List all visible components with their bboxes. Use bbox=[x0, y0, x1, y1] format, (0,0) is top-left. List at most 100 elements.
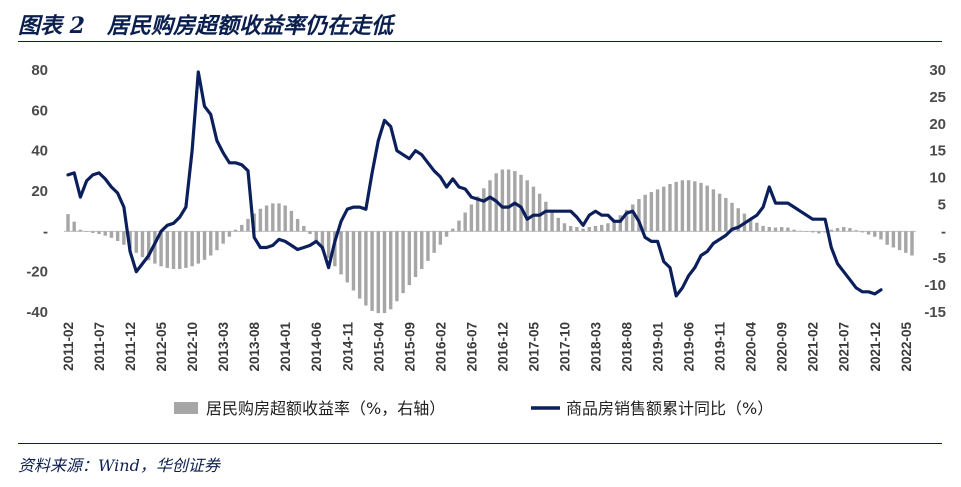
x-axis-tick: 2017-05 bbox=[526, 322, 541, 372]
bar-mark bbox=[320, 231, 325, 251]
bar-mark bbox=[699, 182, 703, 232]
bar-mark bbox=[525, 180, 529, 232]
bar-mark bbox=[779, 227, 784, 232]
bar-mark bbox=[612, 220, 616, 232]
bar-mark bbox=[395, 231, 399, 302]
bar-mark bbox=[544, 201, 548, 232]
x-axis-tick: 2014-06 bbox=[309, 322, 324, 372]
line-series bbox=[66, 70, 883, 298]
bar-mark bbox=[109, 231, 114, 238]
bar-mark bbox=[221, 231, 225, 244]
bar-mark bbox=[668, 184, 672, 232]
bar-mark bbox=[531, 186, 536, 232]
left-axis-tick: -40 bbox=[26, 304, 48, 321]
bar-mark bbox=[271, 203, 275, 232]
bar-mark bbox=[283, 205, 287, 232]
bar-mark bbox=[693, 181, 697, 232]
chart-title: 图表 2 居民购房超额收益率仍在走低 bbox=[18, 13, 393, 39]
bar-mark bbox=[258, 208, 263, 232]
bar-mark bbox=[140, 231, 145, 258]
bar-mark bbox=[761, 225, 765, 232]
bar-mark bbox=[122, 231, 126, 245]
bar-mark bbox=[810, 231, 815, 233]
bar-mark bbox=[475, 196, 480, 232]
bar-mark bbox=[339, 231, 343, 275]
bar-mark bbox=[333, 231, 337, 267]
x-axis-tick: 2014-01 bbox=[278, 322, 293, 372]
bar-mark bbox=[184, 231, 188, 268]
bar-mark bbox=[103, 231, 107, 236]
legend-bar-label: 居民购房超额收益率（%，右轴） bbox=[206, 399, 445, 418]
bar-mark bbox=[209, 231, 213, 256]
bar-mark bbox=[643, 194, 647, 232]
bar-mark bbox=[227, 231, 232, 237]
x-axis-tick: 2011-02 bbox=[61, 322, 76, 371]
bar-mark bbox=[860, 231, 865, 233]
bar-mark bbox=[370, 231, 374, 311]
bar-mark bbox=[314, 231, 318, 243]
bar-mark bbox=[357, 231, 362, 299]
bar-mark bbox=[308, 231, 312, 235]
bar-mark bbox=[798, 230, 803, 232]
right-axis-tick: 25 bbox=[929, 89, 946, 106]
bar-mark bbox=[407, 231, 412, 286]
bar-mark bbox=[680, 180, 685, 232]
bar-mark bbox=[717, 193, 722, 232]
bar-mark bbox=[302, 225, 306, 232]
left-axis-tick: -20 bbox=[26, 264, 48, 281]
bar-mark bbox=[823, 231, 827, 233]
x-axis-tick: 2016-07 bbox=[464, 322, 479, 372]
bar-mark bbox=[438, 231, 443, 245]
bar-mark bbox=[767, 227, 771, 232]
bar-mark bbox=[91, 231, 95, 233]
bar-mark bbox=[599, 224, 604, 232]
bar-mark bbox=[426, 231, 430, 261]
right-axis-tick: 20 bbox=[929, 116, 946, 133]
bar-mark bbox=[277, 203, 281, 232]
bar-mark bbox=[451, 228, 455, 232]
bar-mark bbox=[618, 215, 623, 232]
bar-mark bbox=[649, 192, 654, 232]
bar-mark bbox=[873, 231, 877, 237]
bar-mark bbox=[662, 186, 666, 232]
left-axis-tick: - bbox=[43, 223, 48, 240]
x-axis-tick: 2019-11 bbox=[713, 322, 728, 371]
bar-mark bbox=[171, 231, 176, 269]
bar-mark bbox=[587, 227, 592, 232]
x-axis-tick: 2018-08 bbox=[620, 322, 635, 372]
legend-bar-swatch bbox=[174, 402, 198, 414]
bar-mark bbox=[519, 174, 523, 232]
x-axis-tick: 2013-03 bbox=[216, 322, 231, 372]
bar-mark bbox=[376, 231, 381, 314]
bar-mark bbox=[897, 231, 902, 251]
bar-mark bbox=[674, 181, 678, 232]
bar-mark bbox=[84, 231, 89, 232]
bar-mark bbox=[159, 231, 163, 267]
bar-mark bbox=[904, 231, 908, 253]
bar-mark bbox=[351, 231, 356, 291]
bar-mark bbox=[866, 231, 871, 235]
x-axis-tick: 2019-01 bbox=[651, 322, 666, 372]
bar-mark bbox=[345, 231, 349, 283]
x-axis-tick: 2020-04 bbox=[744, 322, 759, 372]
x-axis-tick: 2017-10 bbox=[557, 322, 572, 372]
bar-mark bbox=[488, 180, 492, 232]
x-axis-tick: 2019-06 bbox=[682, 322, 697, 372]
bar-mark bbox=[711, 189, 716, 232]
bar-mark bbox=[246, 218, 250, 232]
bar-mark bbox=[66, 214, 70, 232]
bar-mark bbox=[97, 231, 101, 235]
x-axis-tick: 2021-02 bbox=[806, 322, 821, 372]
bar-mark bbox=[457, 220, 461, 232]
right-axis-tick: 10 bbox=[929, 170, 946, 187]
bar-mark bbox=[879, 231, 883, 240]
bar-mark bbox=[637, 199, 641, 232]
bar-mark bbox=[606, 223, 610, 232]
bar-mark bbox=[748, 218, 753, 232]
x-axis-tick: 2012-05 bbox=[154, 322, 169, 372]
bar-mark bbox=[420, 231, 424, 269]
bar-mark bbox=[575, 227, 579, 232]
bar-mark bbox=[835, 228, 840, 232]
bar-mark bbox=[581, 228, 585, 232]
right-axis-tick: -15 bbox=[924, 304, 946, 321]
